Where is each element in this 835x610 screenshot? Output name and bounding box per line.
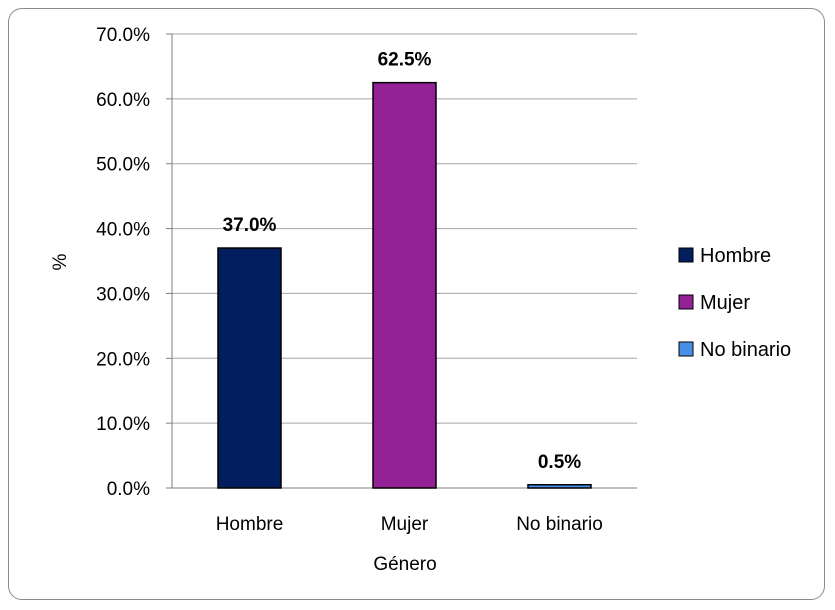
data-label: 0.5% bbox=[538, 452, 581, 473]
y-tick-label: 40.0% bbox=[96, 220, 150, 241]
legend-label: No binario bbox=[700, 339, 791, 361]
y-tick-label: 30.0% bbox=[96, 284, 150, 305]
y-tick-labels: 0.0% 10.0% 20.0% 30.0% 40.0% 50.0% 60.0% 70.0% bbox=[96, 25, 150, 500]
legend-label: Hombre bbox=[700, 245, 771, 267]
y-tick-label: 10.0% bbox=[96, 414, 150, 435]
y-tick-label: 70.0% bbox=[96, 25, 150, 46]
y-tick-label: 20.0% bbox=[96, 349, 150, 370]
bar-no-binario bbox=[527, 484, 592, 489]
legend-swatch bbox=[678, 247, 694, 263]
bar-mujer bbox=[372, 81, 437, 489]
x-tick-label: Mujer bbox=[381, 514, 429, 535]
bar-hombre bbox=[217, 247, 282, 489]
data-label: 62.5% bbox=[378, 50, 432, 71]
legend-swatch bbox=[678, 341, 694, 357]
y-tick-label: 60.0% bbox=[96, 90, 150, 111]
data-label: 37.0% bbox=[223, 215, 277, 236]
data-labels: 37.0% 62.5% 0.5% bbox=[223, 50, 582, 473]
legend-swatch bbox=[678, 294, 694, 310]
y-tick-label: 50.0% bbox=[96, 155, 150, 176]
bars bbox=[217, 81, 592, 489]
y-tick-label: 0.0% bbox=[107, 479, 150, 500]
legend: Hombre Mujer No binario bbox=[678, 245, 791, 361]
x-axis-title: Género bbox=[373, 554, 436, 575]
x-tick-label: No binario bbox=[516, 514, 603, 535]
x-tick-labels: Hombre Mujer No binario bbox=[216, 514, 603, 535]
y-axis-title: % bbox=[50, 253, 71, 270]
legend-label: Mujer bbox=[700, 292, 750, 314]
x-tick-label: Hombre bbox=[216, 514, 284, 535]
